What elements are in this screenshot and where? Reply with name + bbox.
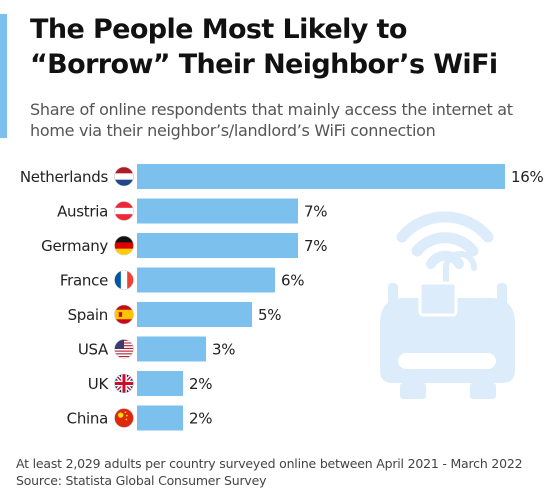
austria-flag	[114, 201, 134, 221]
value-label: 5%	[258, 306, 281, 324]
bar-spain	[137, 302, 252, 327]
bar-uk	[137, 371, 183, 396]
value-label: 2%	[189, 410, 212, 428]
bar-austria	[137, 198, 298, 224]
value-label: 7%	[304, 237, 327, 255]
netherlands-flag	[114, 166, 134, 187]
usa-flag	[114, 339, 134, 359]
category-label: Germany	[41, 237, 108, 255]
title-accent-bar	[0, 14, 7, 138]
bar-chart: Netherlands 16% Austria 7% Germany 7% France 6%…	[20, 164, 544, 431]
category-label: France	[60, 272, 108, 290]
bar-germany	[137, 233, 298, 258]
value-label: 7%	[304, 203, 327, 221]
bar-china	[137, 405, 183, 431]
category-label: UK	[88, 375, 110, 393]
category-label: USA	[78, 341, 109, 359]
germany-flag	[114, 235, 134, 256]
bar-usa	[137, 336, 206, 362]
source-note: Source: Statista Global Consumer Survey	[16, 473, 267, 488]
chart-subtitle: Share of online respondents that mainly …	[30, 100, 513, 140]
category-label: China	[67, 410, 108, 428]
spain-flag	[114, 304, 134, 325]
value-label: 2%	[189, 375, 212, 393]
chart-footer: At least 2,029 adults per country survey…	[16, 455, 556, 489]
value-label: 16%	[511, 168, 543, 186]
bar-france	[137, 267, 275, 293]
uk-flag	[114, 373, 134, 394]
category-label: Austria	[57, 203, 108, 221]
survey-note: At least 2,029 adults per country survey…	[16, 456, 523, 471]
wifi-router-icon	[380, 211, 515, 399]
bar-netherlands	[137, 164, 505, 189]
value-label: 3%	[212, 341, 235, 359]
category-label: Spain	[68, 306, 108, 324]
chart-title: The People Most Likely to “Borrow” Their…	[30, 14, 498, 80]
value-label: 6%	[281, 272, 304, 290]
france-flag	[114, 270, 134, 290]
category-label: Netherlands	[20, 168, 109, 186]
china-flag	[114, 408, 134, 428]
